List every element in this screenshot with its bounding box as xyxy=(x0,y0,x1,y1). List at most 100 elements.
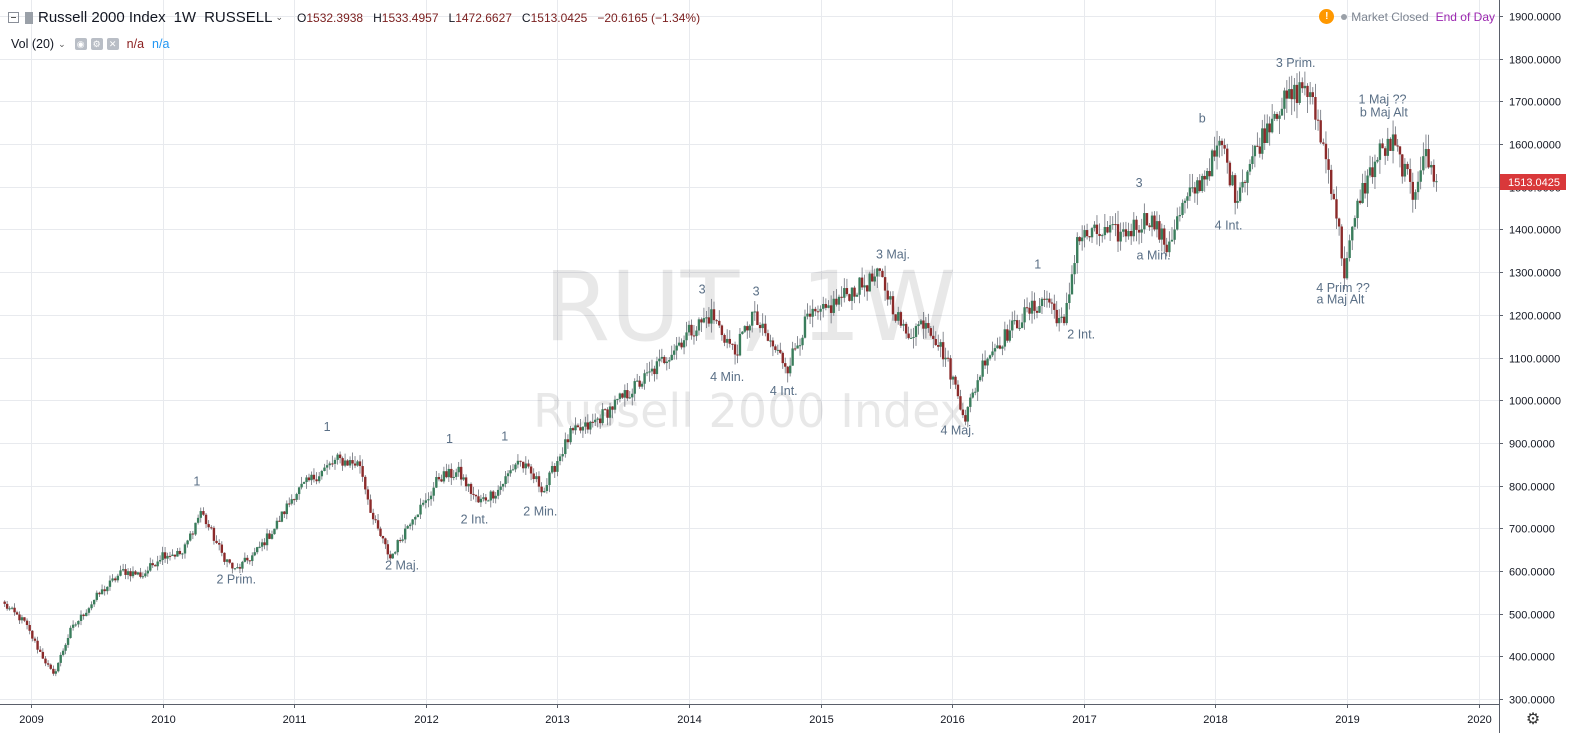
time-tick-label: 2019 xyxy=(1335,714,1359,726)
candle-body xyxy=(1193,187,1197,194)
candle-body xyxy=(302,482,306,484)
candle-body xyxy=(442,471,446,482)
candle-body xyxy=(1241,181,1244,188)
candle-body xyxy=(364,476,367,490)
chevron-down-icon[interactable]: ⌄ xyxy=(58,38,66,49)
candle-body xyxy=(695,330,698,337)
eye-icon[interactable]: ◉ xyxy=(74,38,87,50)
candle-body xyxy=(1158,221,1161,240)
chevron-down-icon[interactable]: ⌄ xyxy=(275,12,284,22)
candle-body xyxy=(251,555,254,562)
candle-body xyxy=(1345,257,1349,279)
candle-body xyxy=(553,465,556,472)
candle-body xyxy=(1396,145,1399,147)
candle-body xyxy=(450,468,453,478)
candle-body xyxy=(863,285,866,288)
candle-body xyxy=(305,477,308,483)
candle-body xyxy=(981,360,984,377)
candle-body xyxy=(146,570,149,574)
warning-icon[interactable]: ! xyxy=(1319,9,1335,24)
candle-body xyxy=(618,393,622,399)
candle-body xyxy=(1391,134,1395,151)
price-tick-label: 1600.0000 xyxy=(1509,140,1561,152)
candle-body xyxy=(1181,202,1184,216)
candle-body xyxy=(1160,228,1164,240)
candle-body xyxy=(1191,187,1194,189)
time-axis[interactable]: 2009 2010 2011 2012 2013 2014 2015 2016 2017 2018… xyxy=(19,704,1492,726)
candle-body xyxy=(779,349,782,353)
candle-body xyxy=(371,512,375,520)
candle-body xyxy=(956,384,960,397)
candle-body xyxy=(1403,163,1407,177)
candle-body xyxy=(1416,181,1420,193)
symbol-interval[interactable]: 1W xyxy=(173,9,197,26)
candle-body xyxy=(328,463,331,466)
candle-body xyxy=(285,503,288,515)
candle-body xyxy=(225,559,229,562)
gear-icon[interactable]: ⚙ xyxy=(1525,711,1541,728)
candle-body xyxy=(988,355,992,359)
candle-body xyxy=(725,338,729,343)
candle-body xyxy=(1411,181,1414,200)
candle-body xyxy=(374,519,377,521)
candle-body xyxy=(394,552,397,554)
candle-body xyxy=(1406,163,1409,170)
candle-body xyxy=(278,520,281,522)
candle-body xyxy=(756,311,759,325)
candle-body xyxy=(668,360,671,362)
candle-body xyxy=(166,555,169,559)
candle-body xyxy=(1340,226,1343,259)
wave-annotations: 1 2 Prim. 1 2 Maj. 1 2 Int. 1 2 Min. 3 4 Min. 3 4 I… xyxy=(193,56,1408,587)
candle-body xyxy=(295,494,298,500)
candle-body xyxy=(1188,187,1192,197)
candle-body xyxy=(31,630,34,639)
candle-body xyxy=(837,296,841,305)
change-value: −20.6165 (−1.34%) xyxy=(597,10,701,25)
candle-body xyxy=(881,270,884,278)
symbol-name[interactable]: Russell 2000 Index xyxy=(38,9,166,26)
candle-body xyxy=(273,528,276,535)
candle-body xyxy=(353,463,357,466)
candle-body xyxy=(865,285,869,292)
time-tick-label: 2015 xyxy=(809,714,833,726)
volume-label[interactable]: Vol (20) xyxy=(11,37,55,51)
candle-body xyxy=(774,346,777,350)
symbol-exchange[interactable]: RUSSELL xyxy=(204,9,273,26)
flag-icon[interactable] xyxy=(25,11,33,24)
candle-body xyxy=(1283,90,1286,109)
collapse-icon[interactable] xyxy=(8,12,19,23)
candle-body xyxy=(57,662,60,672)
candle-body xyxy=(889,296,892,300)
candle-body xyxy=(129,571,132,577)
candle-body xyxy=(621,393,624,398)
candle-body xyxy=(1363,182,1367,194)
candle-body xyxy=(1148,225,1151,228)
candle-body xyxy=(217,543,221,545)
candle-body xyxy=(71,624,75,628)
candle-body xyxy=(440,479,443,482)
candle-body xyxy=(1127,230,1130,237)
session-label[interactable]: End of Day xyxy=(1435,9,1495,24)
candle-body xyxy=(576,425,580,428)
candle-body xyxy=(707,317,711,324)
candle-body xyxy=(613,399,617,410)
price-axis[interactable]: 300.0000 400.0000 500.0000 600.0000 700.0000… xyxy=(1499,12,1561,707)
open-label: O xyxy=(297,10,307,25)
candle-body xyxy=(161,552,164,561)
candle-body xyxy=(263,542,266,546)
candle-body xyxy=(489,491,492,501)
settings-icon[interactable]: ⚙ xyxy=(90,38,103,50)
candle-body xyxy=(69,627,72,638)
candle-body xyxy=(545,485,549,491)
candle-body xyxy=(806,313,809,317)
candle-body xyxy=(665,361,668,364)
candle-body xyxy=(1124,229,1128,237)
time-tick-label: 2017 xyxy=(1072,714,1096,726)
candle-body xyxy=(1103,227,1107,236)
candle-body xyxy=(705,317,708,319)
candle-body xyxy=(265,533,269,546)
candle-body xyxy=(753,311,756,313)
candle-body xyxy=(1038,306,1041,313)
close-icon[interactable]: ✕ xyxy=(106,38,119,50)
